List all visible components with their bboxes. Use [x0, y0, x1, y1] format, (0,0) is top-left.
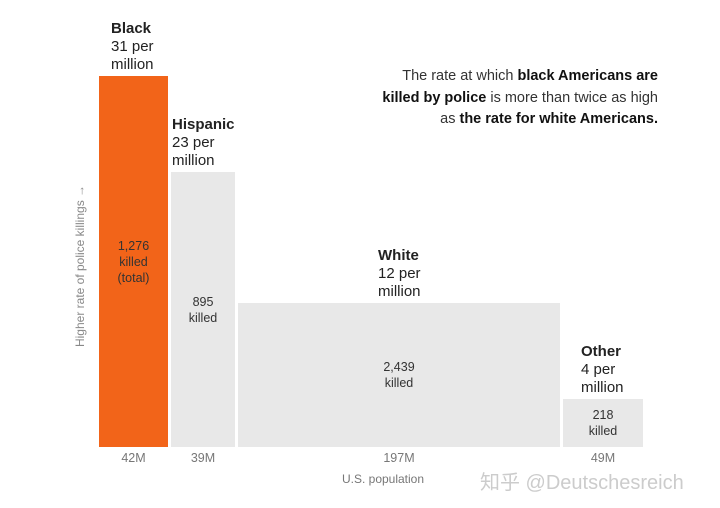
annotation: The rate at which black Americans are ki… [382, 66, 658, 131]
bar-label: Black 31 per million [111, 20, 154, 74]
annotation-bold: black Americans are [517, 68, 658, 84]
x-tick-label: 49M [590, 451, 616, 465]
killed-text: killed [384, 376, 414, 390]
annotation-bold: the rate for white Americans. [459, 111, 659, 127]
bar-hispanic [171, 172, 235, 447]
category-name: White [378, 247, 419, 264]
killed-count: 218 [592, 408, 614, 422]
annotation-text: is more than twice as high [486, 89, 658, 106]
bar-label: Other 4 per million [581, 343, 624, 397]
annotation-text: as [440, 111, 460, 127]
rate-label: 31 per [111, 38, 154, 55]
bar-black [99, 76, 168, 447]
bar-white [238, 303, 560, 447]
annotation-text: The rate at which [402, 68, 518, 84]
rate-unit: million [172, 152, 215, 169]
category-name: Other [581, 343, 622, 360]
bar-other [563, 399, 643, 447]
killed-label: 1,276 killed (total) [99, 238, 168, 286]
x-axis-label: U.S. population [341, 472, 425, 486]
y-axis-label: Higher rate of police killings → [73, 184, 87, 348]
x-tick-label: 42M [121, 451, 146, 465]
bar-label: White 12 per million [378, 247, 421, 301]
annotation-bold: killed by police [382, 89, 487, 106]
killed-text: killed [119, 254, 148, 269]
killed-count: 895 [192, 294, 214, 309]
rate-unit: million [378, 283, 421, 300]
rate-label: 4 per [581, 361, 616, 378]
killed-label: 895 killed [171, 294, 235, 326]
rate-unit: million [111, 56, 154, 73]
rate-unit: million [581, 379, 624, 396]
category-name: Hispanic [172, 116, 235, 133]
category-name: Black [111, 20, 152, 37]
killed-label: 2,439 killed [238, 359, 560, 391]
rate-label: 12 per [378, 265, 421, 282]
killed-text: killed [188, 310, 218, 325]
killed-count: 1,276 [117, 238, 150, 253]
killed-label: 218 killed [563, 407, 643, 439]
killed-count: 2,439 [383, 360, 415, 374]
killed-text: killed [588, 424, 618, 438]
killed-extra: (total) [117, 270, 150, 285]
x-tick-label: 197M [383, 451, 415, 465]
x-tick-label: 39M [190, 451, 216, 465]
watermark: 知乎 @Deutschesreich [480, 472, 684, 494]
bar-label: Hispanic 23 per million [172, 116, 235, 170]
rate-label: 23 per [172, 134, 215, 151]
